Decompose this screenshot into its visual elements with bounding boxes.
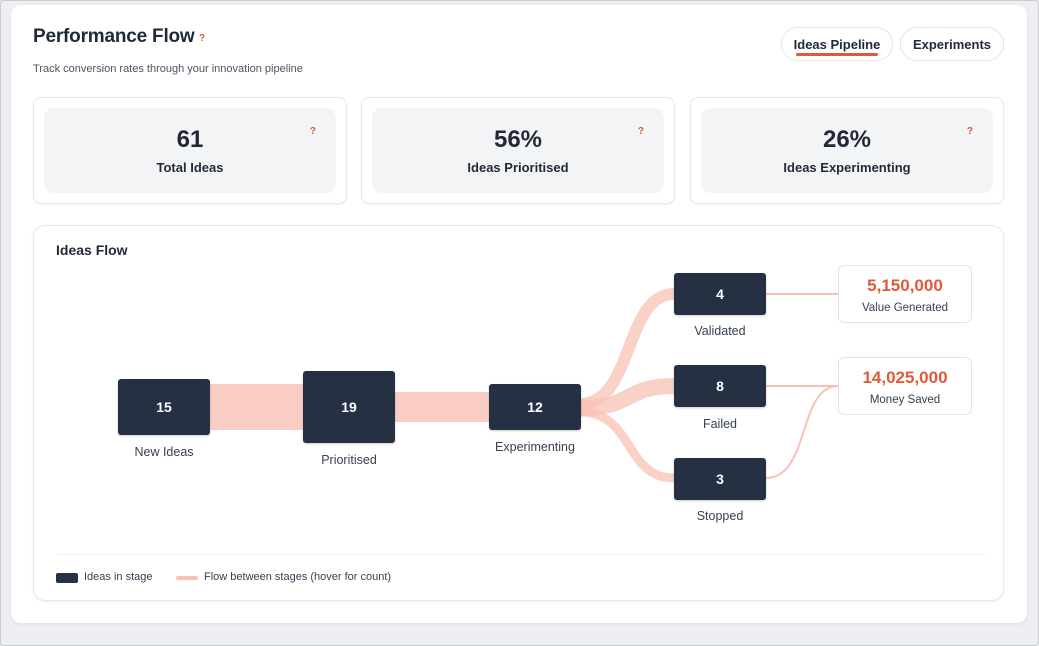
node-label-validated: Validated xyxy=(694,324,746,338)
link-experimenting-to-failed[interactable] xyxy=(579,378,675,416)
tab-experiments-label: Experiments xyxy=(912,36,992,52)
outcome-value: 14,025,000 xyxy=(862,368,948,387)
node-stopped[interactable]: 3 xyxy=(674,458,766,500)
node-label-stopped: Stopped xyxy=(696,509,744,523)
stat-card-inner: 61 Total Ideas ? xyxy=(44,108,336,193)
flow-title: Ideas Flow xyxy=(56,242,128,258)
legend-divider xyxy=(56,554,985,555)
page-title: Performance Flow xyxy=(33,26,195,47)
node-label-experimenting: Experimenting xyxy=(495,440,575,454)
link-experimenting-to-stopped[interactable] xyxy=(579,407,675,483)
stat-label: Ideas Prioritised xyxy=(467,160,569,175)
legend-stage-label: Ideas in stage xyxy=(84,571,153,583)
stat-card-inner: 56% Ideas Prioritised ? xyxy=(372,108,664,193)
stat-value: 26% xyxy=(822,126,872,153)
stat-label: Total Ideas xyxy=(156,160,224,175)
title-help-icon[interactable]: ? xyxy=(199,33,206,44)
stat-card-ideas-prioritised: 56% Ideas Prioritised ? xyxy=(361,97,675,204)
node-label-new-ideas: New Ideas xyxy=(134,445,194,459)
node-failed[interactable]: 8 xyxy=(674,365,766,407)
tab-ideas-pipeline[interactable]: Ideas Pipeline xyxy=(781,27,893,61)
link-new-to-prioritised[interactable] xyxy=(208,384,304,430)
ideas-flow-card: Ideas Flow 15 New Ideas 19 Prioritised 1… xyxy=(33,225,1004,601)
flow-links xyxy=(208,288,839,483)
stat-value: 61 xyxy=(176,126,204,153)
outcome-label: Money Saved xyxy=(869,394,941,406)
stat-help-icon[interactable]: ? xyxy=(966,126,973,137)
node-new-ideas[interactable]: 15 xyxy=(118,379,210,435)
node-validated[interactable]: 4 xyxy=(674,273,766,315)
legend-flow-label: Flow between stages (hover for count) xyxy=(204,571,392,583)
outcome-value: 5,150,000 xyxy=(867,276,943,295)
node-experimenting[interactable]: 12 xyxy=(489,384,581,430)
link-prioritised-to-experimenting[interactable] xyxy=(394,392,490,422)
performance-panel: Performance Flow ? Track conversion rate… xyxy=(11,5,1027,623)
stat-help-icon[interactable]: ? xyxy=(637,126,644,137)
active-tab-indicator xyxy=(796,53,878,56)
page-subtitle: Track conversion rates through your inno… xyxy=(33,63,303,75)
tab-experiments[interactable]: Experiments xyxy=(900,27,1004,61)
stat-value: 56% xyxy=(493,126,543,153)
stat-card-ideas-experimenting: 26% Ideas Experimenting ? xyxy=(690,97,1004,204)
node-label-failed: Failed xyxy=(702,417,738,431)
node-label-prioritised: Prioritised xyxy=(321,453,377,467)
outcome-money-saved: 14,025,000 Money Saved xyxy=(838,357,972,415)
outcome-label: Value Generated xyxy=(861,302,949,314)
tab-ideas-pipeline-label: Ideas Pipeline xyxy=(793,36,881,52)
outcome-value-generated: 5,150,000 Value Generated xyxy=(838,265,972,323)
stat-card-total-ideas: 61 Total Ideas ? xyxy=(33,97,347,204)
stat-card-inner: 26% Ideas Experimenting ? xyxy=(701,108,993,193)
legend-stage-swatch xyxy=(56,573,78,583)
stat-label: Ideas Experimenting xyxy=(783,160,911,175)
link-stopped-to-money[interactable] xyxy=(765,385,839,479)
stat-help-icon[interactable]: ? xyxy=(309,126,316,137)
node-prioritised[interactable]: 19 xyxy=(303,371,395,443)
legend-flow-swatch xyxy=(176,576,198,580)
